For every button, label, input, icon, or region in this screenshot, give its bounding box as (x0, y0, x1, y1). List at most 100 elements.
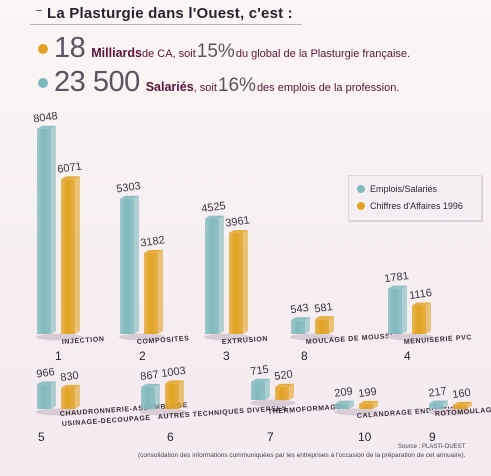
bar-shadow (387, 333, 433, 341)
revenue-share: 15% (196, 41, 235, 62)
bar-top (453, 401, 472, 405)
bar-value-label: 1781 (384, 270, 410, 285)
bar-revenue (144, 252, 158, 334)
key-figure-employees: 23 500 Salariés , soit 16% des emplois d… (38, 66, 399, 99)
bar-top (335, 400, 354, 404)
rank-number: 7 (267, 430, 274, 444)
rank-number: 1 (55, 349, 62, 363)
bar-value-label: 209 (334, 385, 354, 399)
bar-employees (37, 384, 51, 409)
bar-top (315, 316, 334, 320)
bar-top (251, 378, 270, 382)
bar-shadow (428, 408, 474, 416)
bar-side (305, 317, 310, 334)
bar-employees (37, 128, 51, 334)
legend-label-employees: Emplois/Salariés (370, 184, 438, 194)
legend-swatch-revenue (357, 202, 365, 210)
bar-employees (388, 288, 402, 334)
bar-group: 217 160 ROTOMOULAGE 9 (428, 385, 491, 444)
key-figure-revenue: 18 Milliards de CA, soit 15% du global d… (38, 32, 410, 65)
footnote: (consolidation des informations communiq… (138, 452, 466, 459)
bar-side (179, 380, 184, 409)
bar-value-label: 199 (358, 386, 378, 400)
bar-group: 1781 1116 MENUISERIE PVC 4 (384, 270, 473, 363)
bar-side (265, 378, 270, 400)
bar-side (243, 229, 248, 334)
bar-side (51, 381, 56, 409)
bar-group: 5303 3182 COMPOSITES 2 (116, 180, 190, 363)
bar-revenue (315, 319, 329, 334)
bar-value-label: 6071 (57, 161, 83, 176)
bar-revenue (412, 305, 426, 334)
bar-side (219, 215, 224, 334)
rank-number: 6 (167, 430, 174, 444)
rank-number: 8 (301, 349, 308, 363)
bar-value-label: 3961 (225, 214, 251, 229)
bar-top (144, 249, 163, 253)
rank-number: 4 (404, 349, 411, 363)
bar-top (37, 125, 56, 129)
bar-value-label: 581 (314, 301, 334, 315)
bar-top (429, 400, 448, 404)
employees-unit: Salariés (145, 80, 194, 94)
employees-figure: 23 500 (54, 66, 140, 98)
bar-value-label: 5303 (116, 180, 142, 195)
bar-top (205, 215, 224, 219)
bar-employees (429, 403, 443, 409)
bar-top (359, 400, 378, 404)
bar-shadow (290, 333, 336, 341)
bar-side (51, 125, 56, 334)
bar-top (275, 383, 294, 387)
bar-value-label: 160 (452, 387, 472, 401)
rank-number: 3 (223, 349, 230, 363)
bar-value-label: 4525 (201, 200, 227, 215)
bar-top (229, 229, 248, 233)
bar-shadow (334, 408, 380, 416)
page-title: La Plasturgie dans l'Ouest, c'est : (47, 5, 293, 22)
bar-side (349, 400, 354, 409)
bar-revenue (453, 404, 467, 409)
employees-share: 16% (217, 75, 256, 96)
bar-side (426, 302, 431, 334)
bar-shadow (36, 408, 82, 416)
bar-side (443, 400, 448, 409)
bar-value-label: 715 (250, 364, 270, 378)
employees-dot-icon (38, 77, 48, 88)
bar-value-label: 8048 (33, 110, 59, 125)
category-label: MENUISERIE PVC (404, 334, 473, 346)
category-label: EXTRUSION (222, 336, 269, 346)
bar-top (61, 176, 80, 180)
bar-employees (120, 198, 134, 334)
bar-value-label: 520 (274, 369, 294, 383)
rank-number: 9 (429, 430, 436, 444)
bar-top (291, 317, 310, 321)
bar-value-label: 543 (290, 302, 310, 316)
bar-employees (251, 381, 265, 400)
bar-side (289, 383, 294, 400)
bar-top (37, 381, 56, 385)
bar-side (158, 249, 163, 334)
bar-shadow (204, 333, 250, 341)
bar-value-label: 966 (36, 366, 56, 380)
bar-revenue (275, 386, 289, 400)
bar-top (412, 302, 431, 306)
bar-shadow (140, 408, 186, 416)
bar-side (373, 400, 378, 409)
bar-top (388, 285, 407, 289)
source-note: Source : PLASTI-OUEST (398, 444, 466, 450)
bar-revenue (359, 403, 373, 409)
bar-employees (141, 386, 155, 409)
bar-top (141, 383, 160, 387)
bar-value-label: 1003 (161, 365, 187, 380)
category-label: INJECTION (62, 336, 105, 346)
revenue-dot-icon (38, 43, 48, 54)
title-dash (36, 10, 42, 11)
legend-label-revenue: Chiffres d'Affaires 1996 (370, 201, 463, 211)
bar-side (402, 285, 407, 334)
bar-top (120, 195, 139, 199)
bar-employees (291, 320, 305, 334)
bar-revenue (229, 232, 243, 334)
